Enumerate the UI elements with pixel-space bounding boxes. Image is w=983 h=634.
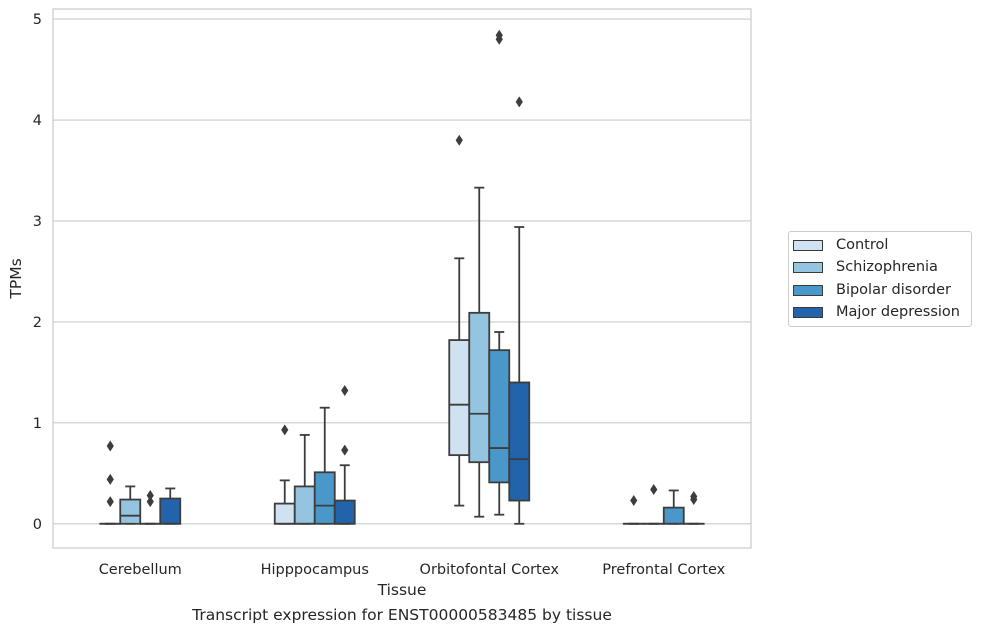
y-tick-label: 5 xyxy=(33,12,42,28)
y-axis-label: TPMs xyxy=(7,258,25,299)
box-iqr xyxy=(333,499,356,525)
box-iqr xyxy=(448,339,471,457)
box-0-2 xyxy=(448,134,471,507)
x-tick-label: Cerebellum xyxy=(99,562,182,578)
y-tick-label: 4 xyxy=(33,113,42,129)
box-iqr xyxy=(293,485,316,525)
legend-item-bipolar-disorder: Bipolar disorder xyxy=(793,280,951,300)
legend-swatch-schizophrenia xyxy=(793,261,823,273)
chart-caption: Transcript expression for ENST0000058348… xyxy=(192,606,612,624)
box-iqr xyxy=(662,506,685,525)
outlier-point xyxy=(630,495,638,507)
outlier-point xyxy=(106,440,114,452)
box-2-2 xyxy=(488,29,511,516)
y-tick-label: 0 xyxy=(33,517,42,533)
box-3-1 xyxy=(333,385,356,525)
legend-label-major-depression: Major depression xyxy=(836,304,960,320)
box-3-0 xyxy=(159,487,182,525)
x-tick-label: Orbitofontal Cortex xyxy=(420,562,560,578)
legend-swatch-bipolar-disorder xyxy=(793,284,823,296)
plot-frame xyxy=(52,8,752,549)
legend-item-schizophrenia: Schizophrenia xyxy=(793,257,938,277)
x-tick-label: Hipppocampus xyxy=(261,562,369,578)
box-iqr xyxy=(159,497,182,525)
legend: Control Schizophrenia Bipolar disorder M… xyxy=(788,231,972,327)
outlier-point xyxy=(341,385,349,397)
outlier-point xyxy=(146,496,154,508)
box-0-3 xyxy=(622,495,645,525)
box-iqr xyxy=(273,502,296,525)
outlier-point xyxy=(650,483,658,495)
y-tick-label: 2 xyxy=(33,315,42,331)
box-iqr xyxy=(508,381,531,502)
outlier-point xyxy=(106,473,114,485)
outlier-point xyxy=(455,134,463,146)
box-0-1 xyxy=(273,424,296,525)
y-tick-label: 1 xyxy=(33,416,42,432)
outlier-point xyxy=(341,444,349,456)
tick-labels: 0 1 2 3 4 5 Cerebellum Hipppocampus Orbitofontal… xyxy=(33,12,726,578)
box-iqr xyxy=(468,311,491,464)
box-1-3 xyxy=(642,483,665,525)
box-2-3 xyxy=(662,489,685,525)
legend-swatch-control xyxy=(793,239,823,251)
box-1-2 xyxy=(468,186,491,518)
grid-lines xyxy=(53,18,751,525)
x-axis-label: Tissue xyxy=(377,581,427,599)
outlier-point xyxy=(690,494,698,506)
legend-label-bipolar-disorder: Bipolar disorder xyxy=(836,282,951,298)
box-iqr xyxy=(313,471,336,525)
outlier-point xyxy=(106,496,114,508)
box-2-0 xyxy=(139,490,162,525)
outlier-point xyxy=(146,490,154,502)
box-3-3 xyxy=(682,491,705,525)
box-1-0 xyxy=(119,485,142,525)
y-tick-label: 3 xyxy=(33,214,42,230)
box-3-2 xyxy=(508,96,531,525)
box-iqr xyxy=(119,498,142,525)
box-iqr xyxy=(488,349,511,484)
legend-item-control: Control xyxy=(793,235,888,255)
box-0-0 xyxy=(99,440,122,525)
outlier-point xyxy=(515,96,523,108)
x-tick-label: Prefrontal Cortex xyxy=(602,562,725,578)
outlier-point xyxy=(495,33,503,45)
legend-swatch-major-depression xyxy=(793,306,823,318)
legend-label-control: Control xyxy=(836,237,889,253)
box-1-1 xyxy=(293,434,316,525)
legend-label-schizophrenia: Schizophrenia xyxy=(836,259,938,275)
legend-item-major-depression: Major depression xyxy=(793,302,960,322)
outlier-point xyxy=(281,424,289,436)
box-2-1 xyxy=(313,406,336,525)
box-series xyxy=(99,29,705,525)
